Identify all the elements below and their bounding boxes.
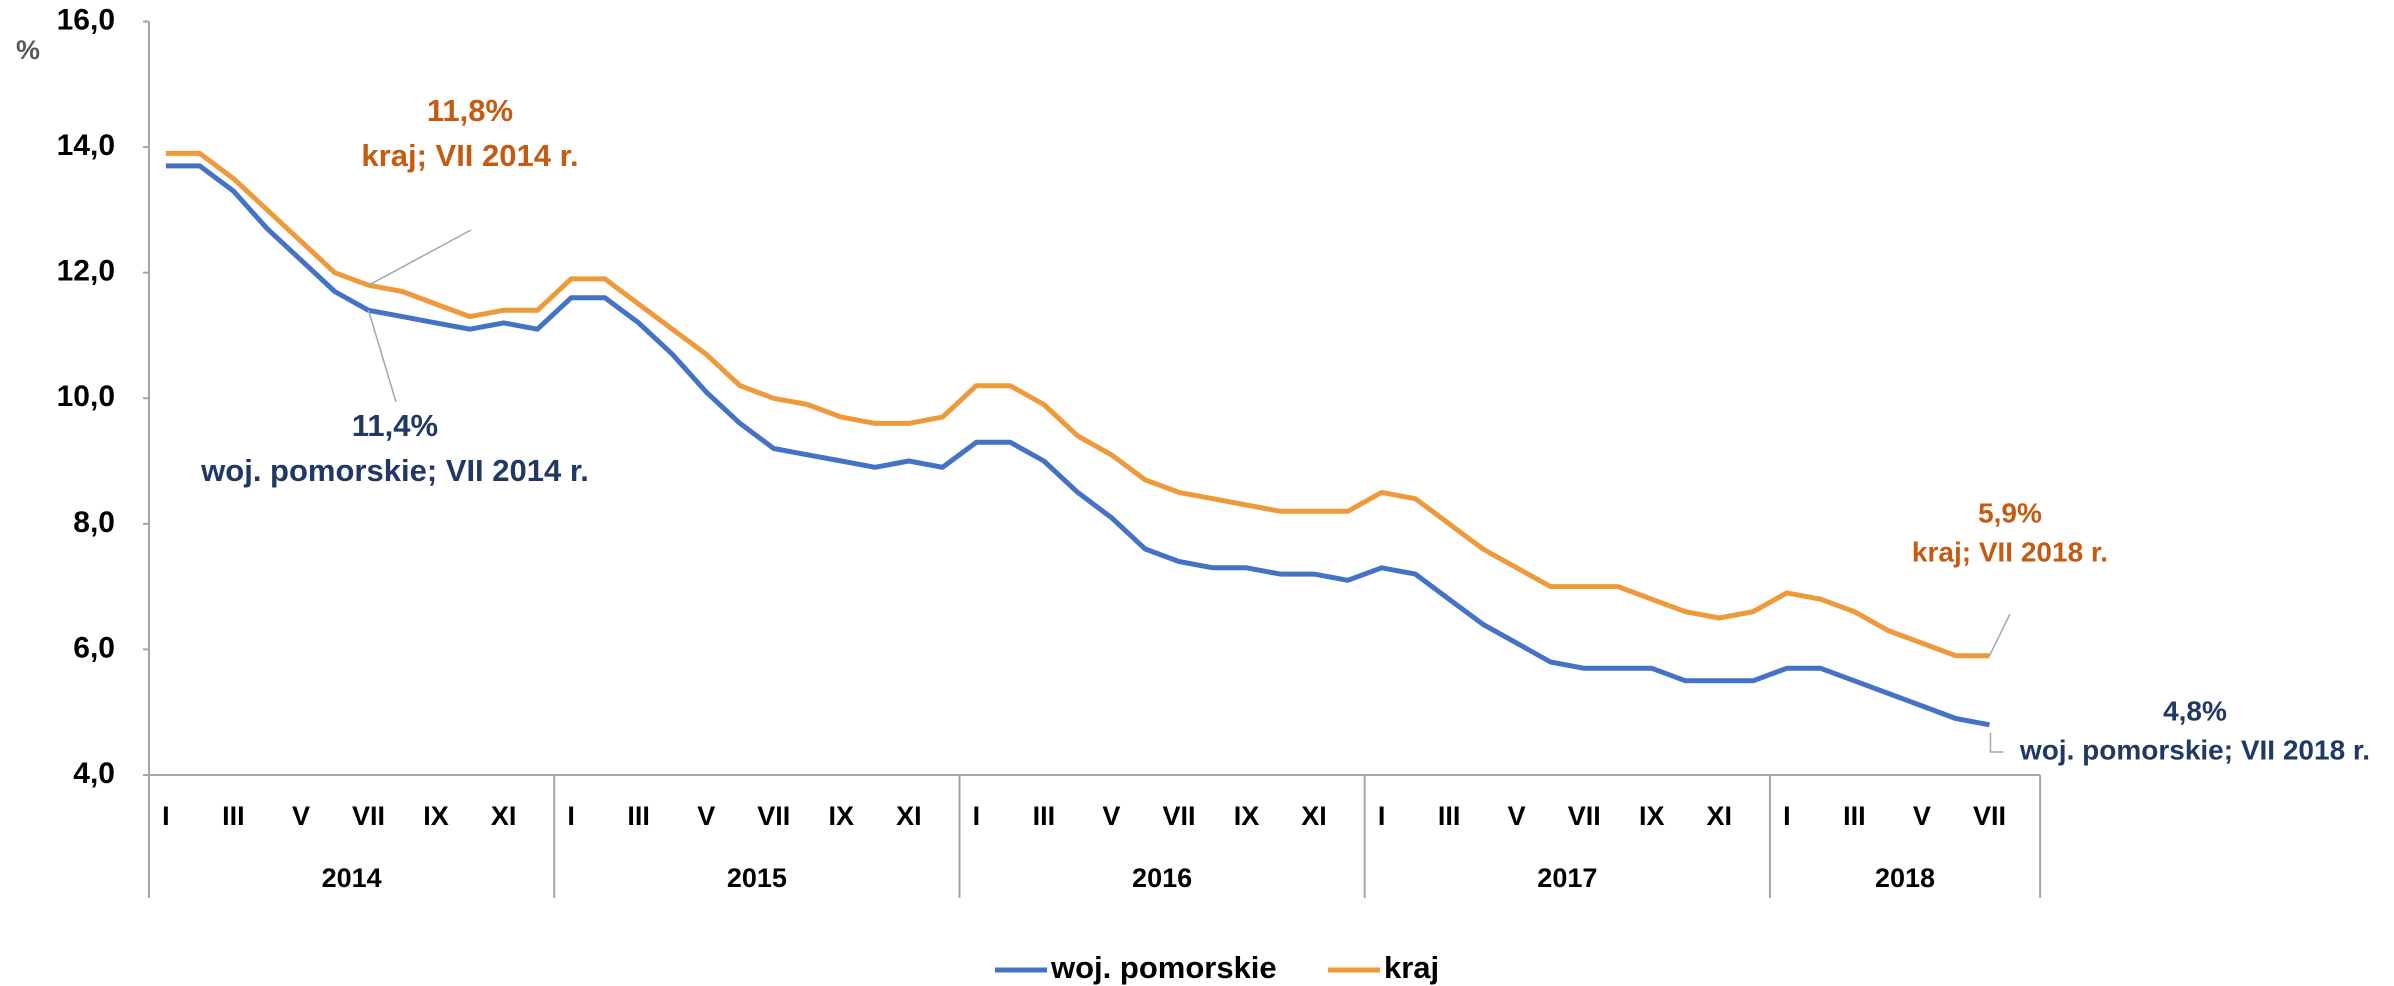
annotation: kraj; VII 2018 r. (1912, 536, 2108, 567)
y-tick-label: 4,0 (73, 757, 115, 790)
x-tick-label: V (697, 801, 715, 831)
x-tick-label: V (1102, 801, 1120, 831)
x-tick-label: VII (757, 801, 790, 831)
x-tick-label: IX (1639, 801, 1665, 831)
x-tick-label: V (292, 801, 310, 831)
legend-label: woj. pomorskie (1050, 950, 1277, 985)
y-tick-label: 8,0 (73, 506, 115, 539)
x-tick-label: VII (1568, 801, 1601, 831)
annotation: 11,4% (352, 408, 438, 443)
x-tick-label: I (1783, 801, 1791, 831)
series-line (165, 163, 1990, 728)
x-tick-label: III (222, 801, 245, 831)
year-label: 2018 (1875, 863, 1935, 893)
x-tick-label: XI (491, 801, 517, 831)
year-label: 2014 (322, 863, 382, 893)
x-tick-label: VII (1973, 801, 2006, 831)
x-tick-label: IX (423, 801, 449, 831)
annotation: woj. pomorskie; VII 2018 r. (2019, 734, 2370, 765)
x-tick-label: V (1913, 801, 1931, 831)
leader-line (1988, 613, 2011, 657)
x-tick-label: V (1508, 801, 1526, 831)
x-tick-label: III (627, 801, 650, 831)
year-label: 2017 (1537, 863, 1597, 893)
x-tick-label: IX (829, 801, 855, 831)
y-tick-label: 6,0 (73, 631, 115, 664)
y-tick-label: 10,0 (57, 380, 115, 413)
leader-line (368, 229, 472, 286)
x-tick-label: XI (896, 801, 922, 831)
x-tick-label: VII (1162, 801, 1195, 831)
y-tick-label: 12,0 (57, 255, 115, 288)
x-tick-label: XI (1707, 801, 1733, 831)
x-tick-label: I (1378, 801, 1386, 831)
annotation: 4,8% (2163, 695, 2227, 726)
x-tick-label: VII (352, 801, 385, 831)
annotation: 11,8% (427, 93, 513, 128)
y-tick-label: 16,0 (57, 3, 115, 36)
y-unit: % (16, 35, 40, 65)
annotation: woj. pomorskie; VII 2014 r. (200, 453, 589, 488)
x-tick-label: I (567, 801, 575, 831)
x-tick-label: I (162, 801, 170, 831)
legend-label: kraj (1384, 950, 1439, 985)
annotation: 5,9% (1978, 497, 2042, 528)
x-tick-label: III (1438, 801, 1461, 831)
series-line (165, 150, 1990, 659)
x-tick-label: XI (1301, 801, 1327, 831)
leader-line (367, 310, 397, 403)
year-label: 2015 (727, 863, 787, 893)
x-tick-label: III (1033, 801, 1056, 831)
annotation: kraj; VII 2014 r. (361, 138, 578, 173)
x-tick-label: III (1843, 801, 1866, 831)
x-tick-label: IX (1234, 801, 1260, 831)
x-tick-label: I (973, 801, 981, 831)
year-label: 2016 (1132, 863, 1192, 893)
y-tick-label: 14,0 (57, 129, 115, 162)
leader-line (1989, 732, 2004, 753)
